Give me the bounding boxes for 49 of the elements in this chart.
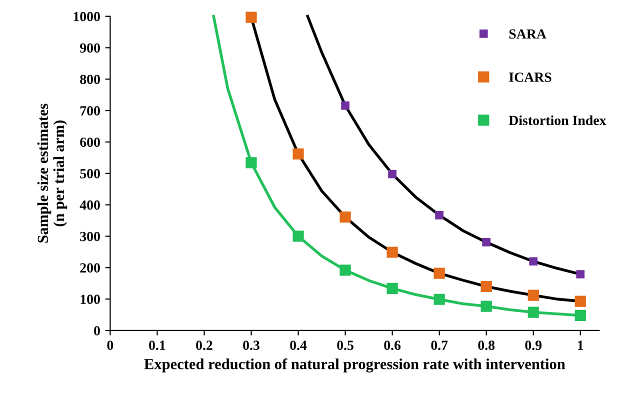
x-tick-label: 0.9 <box>525 340 542 350</box>
y-tick-label: 800 <box>80 74 100 84</box>
x-tick-label: 0.7 <box>431 340 448 350</box>
x-tick-label: 0.2 <box>196 340 212 350</box>
x-tick-label: 0.1 <box>149 340 166 350</box>
point <box>292 148 304 160</box>
point <box>341 101 350 110</box>
x-axis-title: Expected reduction of natural progression rate with intervention <box>144 358 566 372</box>
point <box>386 282 398 294</box>
y-tick-label: 0 <box>94 326 100 336</box>
y-axis-title: Sample size estimates (n per trial arm) <box>37 104 68 243</box>
y-tick-label: 900 <box>80 43 100 53</box>
y-tick-label: 200 <box>80 263 100 273</box>
point <box>340 264 351 276</box>
legend-label: ICARS <box>509 72 552 82</box>
point <box>246 157 257 168</box>
x-tick-label: 0.8 <box>478 340 495 350</box>
y-tick-label: 1000 <box>74 12 100 22</box>
point <box>574 296 586 307</box>
point <box>340 212 351 223</box>
y-tick-label: 500 <box>80 168 100 178</box>
x-tick-label: 0.3 <box>243 340 260 350</box>
x-tick-label: 1 <box>578 340 584 350</box>
point <box>480 280 492 292</box>
point <box>574 310 586 321</box>
point <box>434 268 445 279</box>
y-tick-label: 600 <box>80 138 100 147</box>
x-tick-label: 0.6 <box>384 340 401 350</box>
x-tick-label: 0 <box>107 340 114 350</box>
y-tick-label: 700 <box>80 106 100 116</box>
point <box>576 270 585 278</box>
y-tick-label: 100 <box>80 294 100 304</box>
legend-label: SARA <box>509 29 546 39</box>
point <box>528 306 539 318</box>
point <box>529 257 538 266</box>
point <box>292 230 304 242</box>
legend-label: Distortion Index <box>508 115 606 126</box>
point <box>386 246 398 258</box>
point <box>528 290 539 301</box>
x-tick-label: 0.4 <box>290 340 307 350</box>
point <box>480 300 492 312</box>
point <box>435 211 444 220</box>
point <box>388 170 396 178</box>
point <box>482 238 491 246</box>
y-tick-label: 400 <box>80 200 100 210</box>
point <box>434 294 445 305</box>
point <box>246 12 257 23</box>
x-tick-label: 0.5 <box>337 340 354 350</box>
y-tick-label: 300 <box>80 232 100 242</box>
